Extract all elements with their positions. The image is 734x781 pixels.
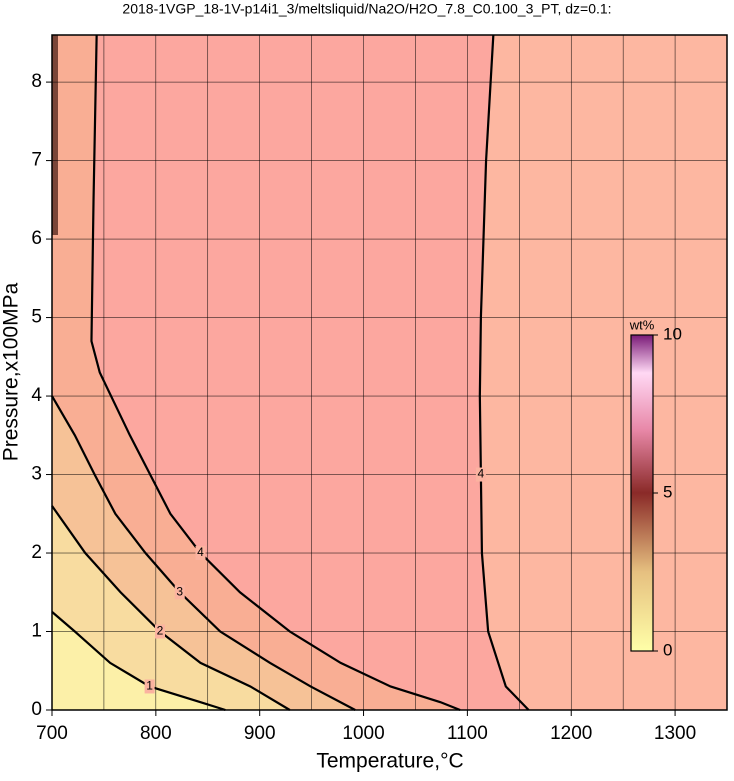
contour-label-bg xyxy=(475,467,486,482)
contour-line xyxy=(51,395,356,711)
chart-title: 2018-1VGP_18-1V-p14i1_3/meltsliquid/Na2O… xyxy=(122,1,611,17)
contour-label-bg xyxy=(174,585,185,600)
colorbar-tick-label: 0 xyxy=(663,640,672,659)
contour-label: 2 xyxy=(157,624,164,638)
y-tick-label: 5 xyxy=(31,307,42,328)
contour-label: 4 xyxy=(197,545,204,559)
y-tick-label: 8 xyxy=(31,71,42,92)
colorbar-tick-label: 10 xyxy=(663,324,682,343)
contour-label: 3 xyxy=(176,584,183,598)
y-tick-label: 4 xyxy=(31,385,42,406)
plot-frame xyxy=(51,34,728,711)
fills xyxy=(52,35,727,710)
contour-label-bg xyxy=(195,546,206,561)
x-tick-label: 1300 xyxy=(654,723,696,744)
contours: 1 2 3 4 4 xyxy=(51,34,530,712)
contour-fill xyxy=(479,35,727,710)
contour-label-bg xyxy=(144,679,155,694)
contour-fill xyxy=(52,505,290,710)
x-tick-label: 700 xyxy=(36,723,68,744)
contour-line xyxy=(51,611,226,712)
y-tick-label: 1 xyxy=(31,621,42,642)
y-tick-label: 0 xyxy=(31,699,42,720)
y-tick-label: 7 xyxy=(31,150,42,171)
x-axis-label: Temperature,°C xyxy=(316,750,463,773)
y-tick-label: 2 xyxy=(31,542,42,563)
contour-fill xyxy=(52,611,226,710)
x-tick-label: 800 xyxy=(140,723,172,744)
y-tick-label: 3 xyxy=(31,464,42,485)
colorbar-label: wt% xyxy=(629,317,655,332)
x-tick-label: 900 xyxy=(244,723,276,744)
colorbar xyxy=(630,334,654,652)
x-tick-label: 1000 xyxy=(342,723,384,744)
dark-edge xyxy=(52,35,58,235)
contour-label: 4 xyxy=(478,467,485,481)
x-tick-label: 1200 xyxy=(550,723,592,744)
contour-label-bg xyxy=(155,624,165,639)
contour-label: 1 xyxy=(146,679,153,693)
x-tick-label: 1100 xyxy=(447,723,488,744)
colorbar-tick-label: 5 xyxy=(663,482,672,501)
y-tick-label: 6 xyxy=(31,228,42,249)
y-axis-label: Pressure,x100MPa xyxy=(0,282,23,461)
contour-fill xyxy=(52,35,461,710)
